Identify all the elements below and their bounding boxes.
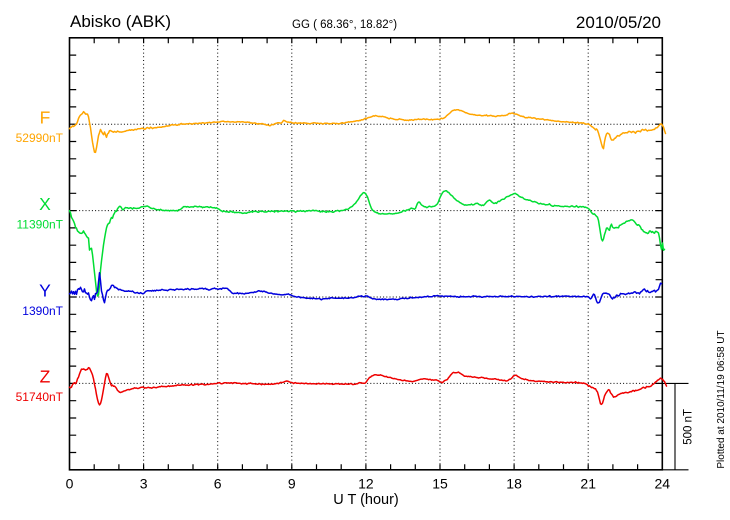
svg-text:6: 6 — [214, 476, 222, 492]
svg-text:18: 18 — [506, 476, 522, 492]
svg-text:11390nT: 11390nT — [17, 217, 64, 231]
svg-text:21: 21 — [580, 476, 596, 492]
svg-text:12: 12 — [358, 476, 374, 492]
svg-text:Y: Y — [39, 280, 51, 300]
svg-text:Z: Z — [40, 367, 51, 387]
svg-text:51740nT: 51740nT — [16, 390, 64, 404]
svg-text:24: 24 — [655, 476, 671, 492]
svg-text:Abisko (ABK): Abisko (ABK) — [70, 12, 171, 31]
svg-text:3: 3 — [140, 476, 148, 492]
svg-text:U T (hour): U T (hour) — [333, 492, 399, 508]
svg-text:500 nT: 500 nT — [682, 409, 694, 445]
svg-text:2010/05/20: 2010/05/20 — [576, 13, 661, 32]
svg-text:9: 9 — [288, 476, 296, 492]
svg-text:X: X — [39, 194, 51, 214]
svg-text:52990nT: 52990nT — [16, 131, 64, 145]
svg-text:1390nT: 1390nT — [22, 304, 63, 318]
svg-text:0: 0 — [66, 476, 74, 492]
svg-text:GG ( 68.36°, 18.82°): GG ( 68.36°, 18.82°) — [292, 19, 397, 31]
svg-text:15: 15 — [432, 476, 448, 492]
svg-text:Plotted at 2010/11/19 06:58 UT: Plotted at 2010/11/19 06:58 UT — [716, 330, 727, 468]
svg-text:F: F — [40, 108, 51, 128]
